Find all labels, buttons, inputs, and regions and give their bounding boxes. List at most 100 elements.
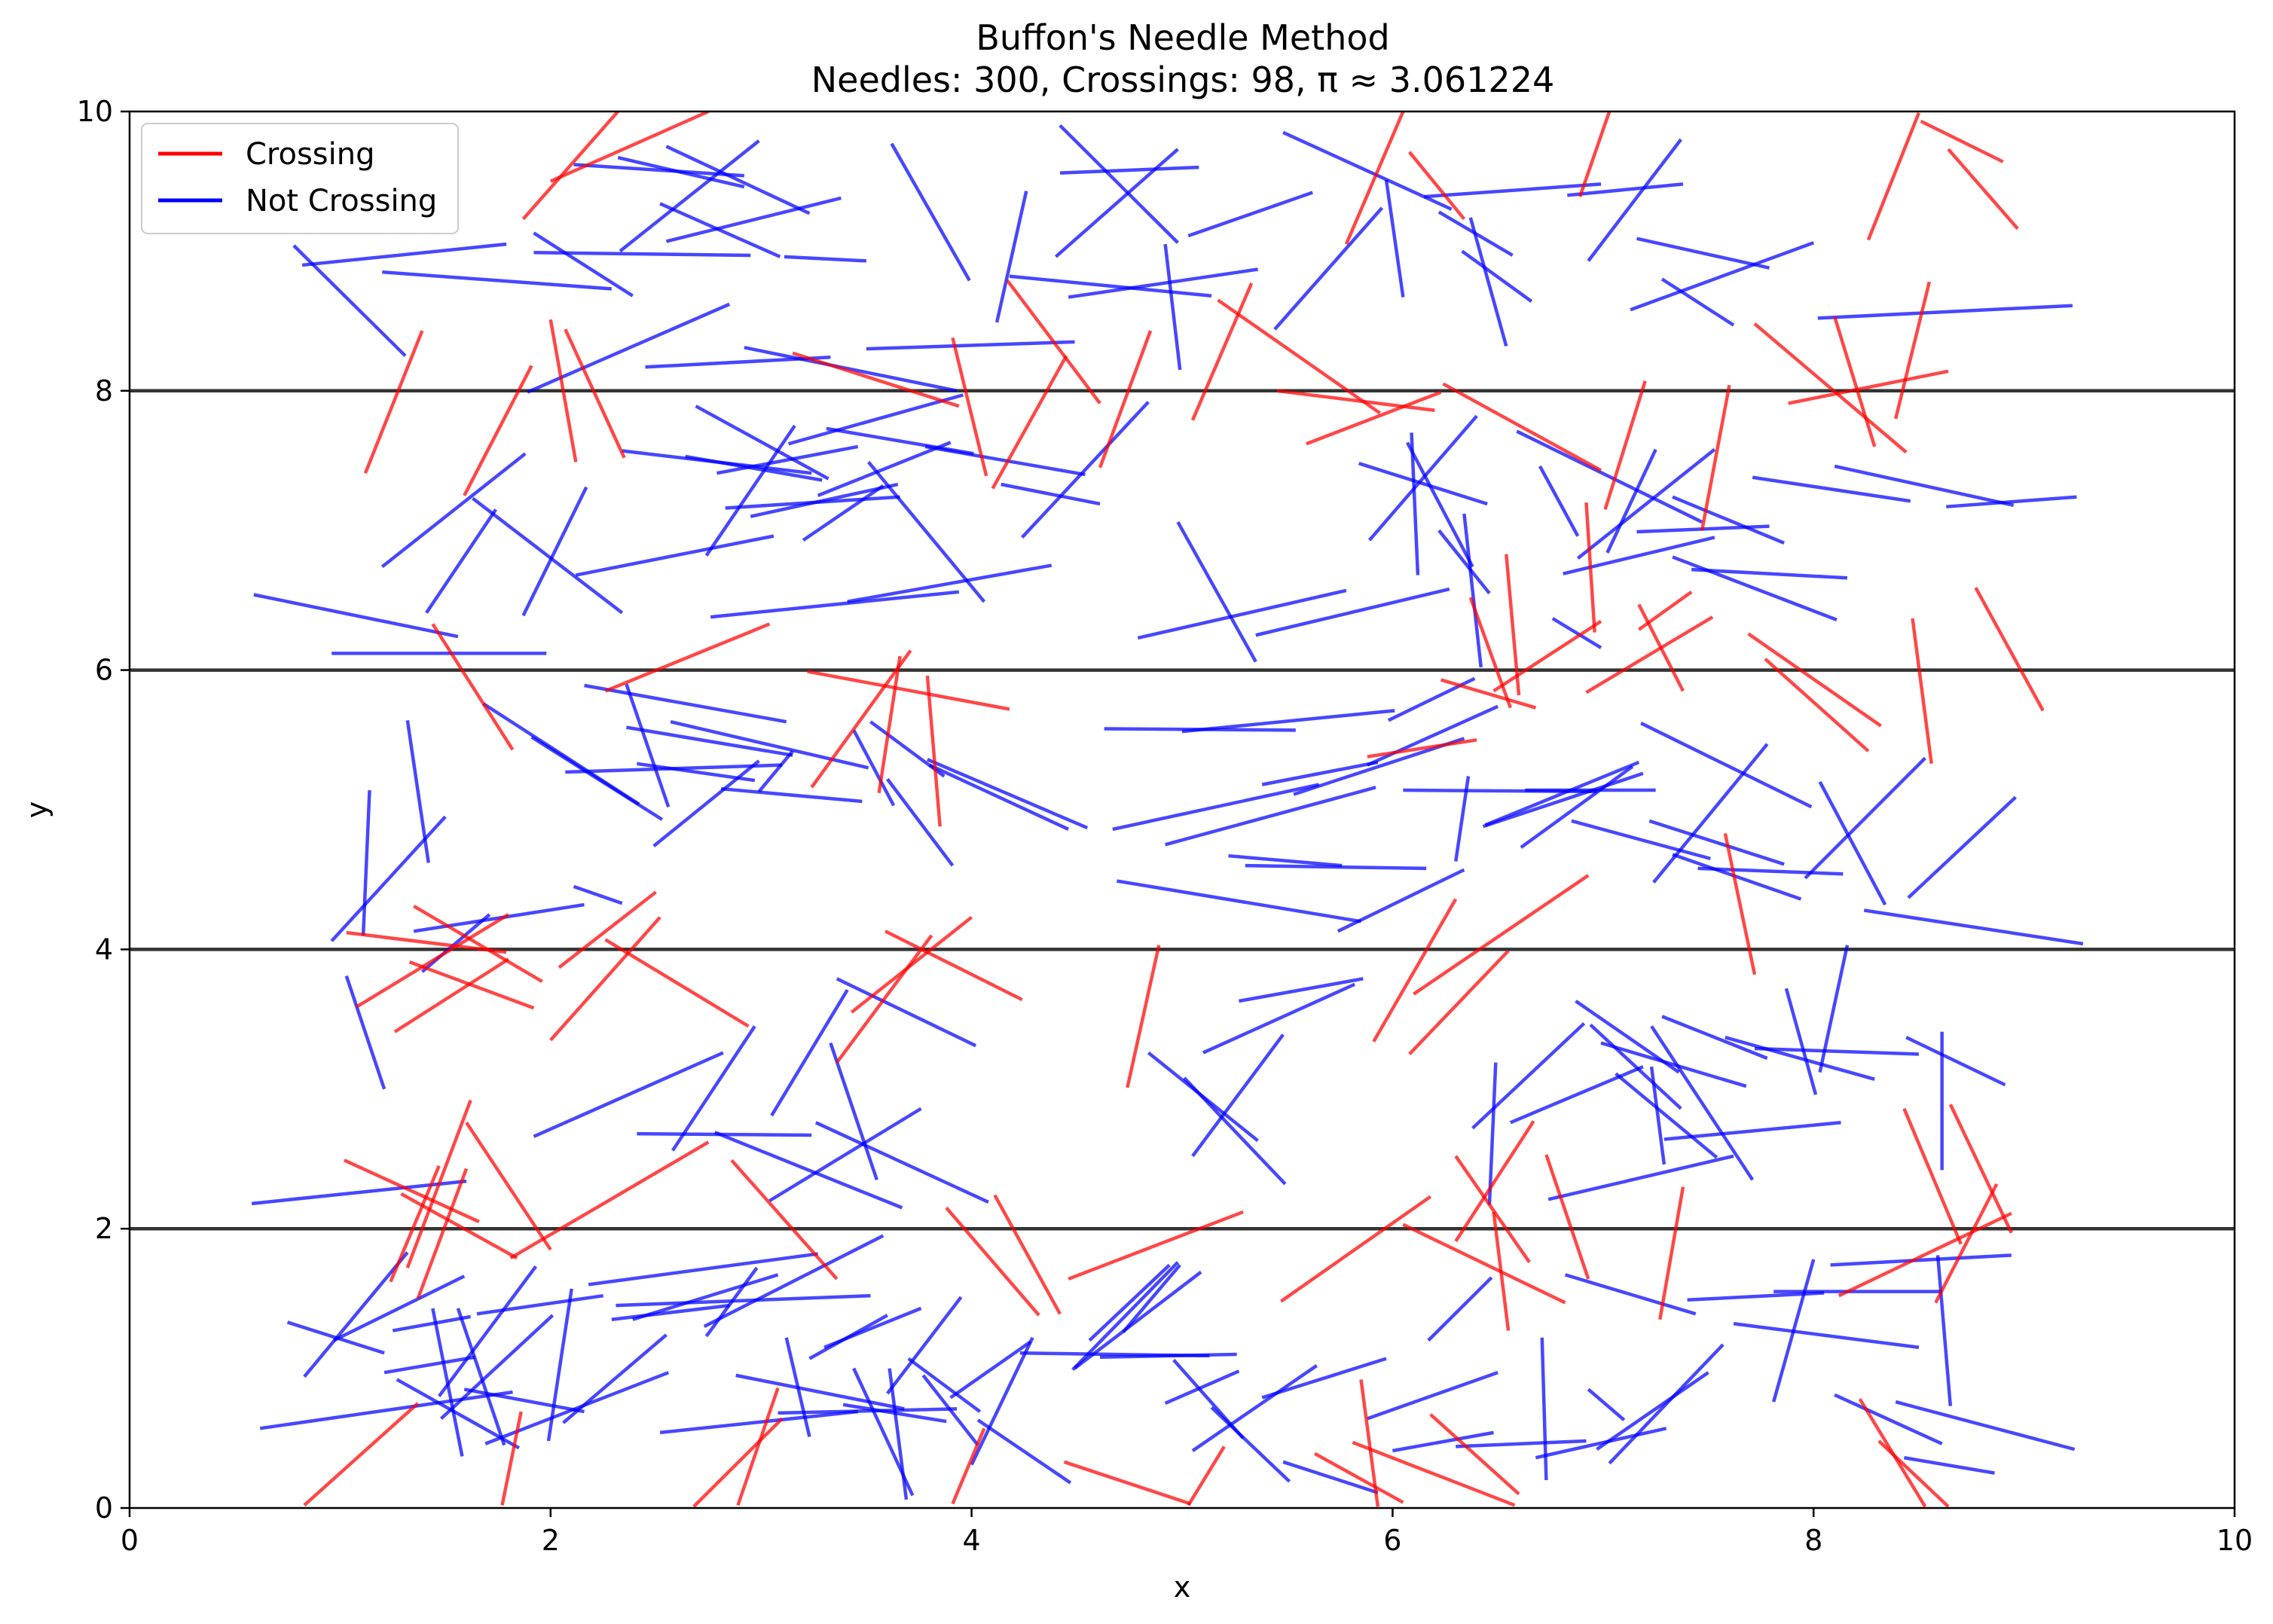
needle-crossing (564, 328, 626, 459)
needle-not-crossing (1245, 863, 1427, 871)
needle-not-crossing (695, 404, 829, 481)
needle-crossing (1313, 1452, 1404, 1504)
needle-not-crossing (1255, 587, 1450, 637)
needle-not-crossing (330, 815, 447, 942)
needle-crossing (1974, 587, 2045, 712)
needle-crossing (558, 890, 657, 969)
needle-not-crossing (1725, 1036, 1875, 1081)
needle-not-crossing (750, 482, 899, 518)
needle-not-crossing (710, 590, 960, 619)
needle-crossing (1838, 1211, 2012, 1298)
needle-not-crossing (463, 1387, 585, 1414)
needle-not-crossing (1482, 771, 1644, 829)
needle-not-crossing (1535, 1427, 1667, 1460)
needle-not-crossing (716, 444, 859, 475)
needle-not-crossing (562, 1333, 668, 1424)
needle-crossing (521, 111, 619, 221)
needle-not-crossing (1001, 482, 1101, 506)
needle-crossing (393, 957, 510, 1033)
needle-not-crossing (1437, 529, 1491, 595)
needle-not-crossing (382, 270, 612, 291)
needle-crossing (1505, 554, 1521, 696)
needle-crossing (1217, 298, 1381, 415)
needle-not-crossing (361, 789, 371, 936)
needle-crossing (1468, 597, 1512, 709)
needle-not-crossing (1191, 1364, 1318, 1452)
needle-not-crossing (670, 720, 869, 770)
needle-not-crossing (659, 1409, 858, 1435)
needle-not-crossing (1112, 783, 1320, 832)
needle-not-crossing (778, 1407, 958, 1415)
y-tick-label: 8 (95, 374, 113, 408)
needle-not-crossing (584, 683, 787, 724)
needle-not-crossing (1009, 274, 1212, 298)
needle-not-crossing (533, 231, 634, 298)
needle-not-crossing (1099, 1352, 1237, 1360)
needle-not-crossing (1261, 1357, 1387, 1400)
needle-not-crossing (1596, 1371, 1709, 1451)
needle-not-crossing (1392, 1430, 1494, 1453)
needle-not-crossing (1367, 414, 1478, 542)
needle-not-crossing (1462, 513, 1483, 668)
needle-crossing (1429, 1413, 1520, 1496)
needle-not-crossing (1818, 945, 1850, 1073)
needle-not-crossing (1587, 138, 1682, 262)
needle-not-crossing (1903, 1456, 1995, 1475)
needle-crossing (1832, 316, 1877, 447)
needle-not-crossing (1895, 1400, 2076, 1452)
needle-not-crossing (1516, 429, 1703, 524)
needle-crossing (1934, 1183, 1999, 1304)
needle-crossing (604, 938, 750, 1028)
needle-crossing (835, 934, 933, 1064)
needle-not-crossing (637, 762, 756, 783)
needle-not-crossing (1661, 1015, 1768, 1061)
needle-not-crossing (1587, 1387, 1626, 1421)
needle-not-crossing (1202, 982, 1356, 1055)
needle-crossing (1276, 389, 1435, 412)
needle-not-crossing (735, 1373, 905, 1411)
needle-crossing (1492, 619, 1602, 693)
needle-crossing (1306, 390, 1442, 446)
y-tick-label: 4 (95, 933, 113, 966)
needle-not-crossing (530, 735, 664, 821)
needle-crossing (1700, 384, 1731, 531)
needle-crossing (303, 1402, 420, 1506)
needle-not-crossing (616, 1293, 871, 1308)
needle-not-crossing (611, 1303, 730, 1321)
needle-not-crossing (1784, 988, 1818, 1095)
needle-not-crossing (720, 786, 863, 804)
needle-not-crossing (768, 1107, 922, 1203)
needle-crossing (736, 1387, 780, 1506)
plot-area (130, 111, 2235, 1508)
needle-crossing (1126, 945, 1161, 1088)
needle-crossing (1280, 1195, 1431, 1303)
needle-not-crossing (1059, 124, 1179, 244)
needle-not-crossing (1905, 1036, 2006, 1087)
chart-title: Buffon's Needle Method (976, 17, 1389, 58)
needle-not-crossing (784, 255, 867, 263)
needle-not-crossing (1337, 868, 1465, 933)
needle-not-crossing (575, 534, 774, 577)
needle-crossing (549, 916, 661, 1042)
needle-not-crossing (1461, 249, 1533, 303)
needle-crossing (1408, 949, 1510, 1056)
needle-not-crossing (685, 454, 823, 482)
needle-not-crossing (1589, 1023, 1682, 1110)
needle-not-crossing (625, 683, 671, 808)
needle-not-crossing (1282, 130, 1453, 211)
needle-crossing (692, 1417, 784, 1508)
needle-not-crossing (829, 1042, 879, 1181)
needle-not-crossing (1672, 555, 1838, 621)
needle-not-crossing (1261, 760, 1379, 786)
needle-crossing (604, 622, 771, 693)
x-tick-label: 8 (1804, 1524, 1822, 1557)
needle-crossing (1068, 1210, 1244, 1281)
needle-not-crossing (1630, 241, 1814, 312)
needle-not-crossing (1804, 756, 1926, 880)
needle-not-crossing (1071, 1261, 1180, 1372)
needle-not-crossing (1424, 182, 1602, 199)
needle-not-crossing (1273, 206, 1384, 331)
needle-crossing (1877, 1439, 1950, 1508)
needle-not-crossing (1183, 1076, 1287, 1186)
y-axis-ticks: 0 2 4 6 8 10 (77, 95, 130, 1525)
